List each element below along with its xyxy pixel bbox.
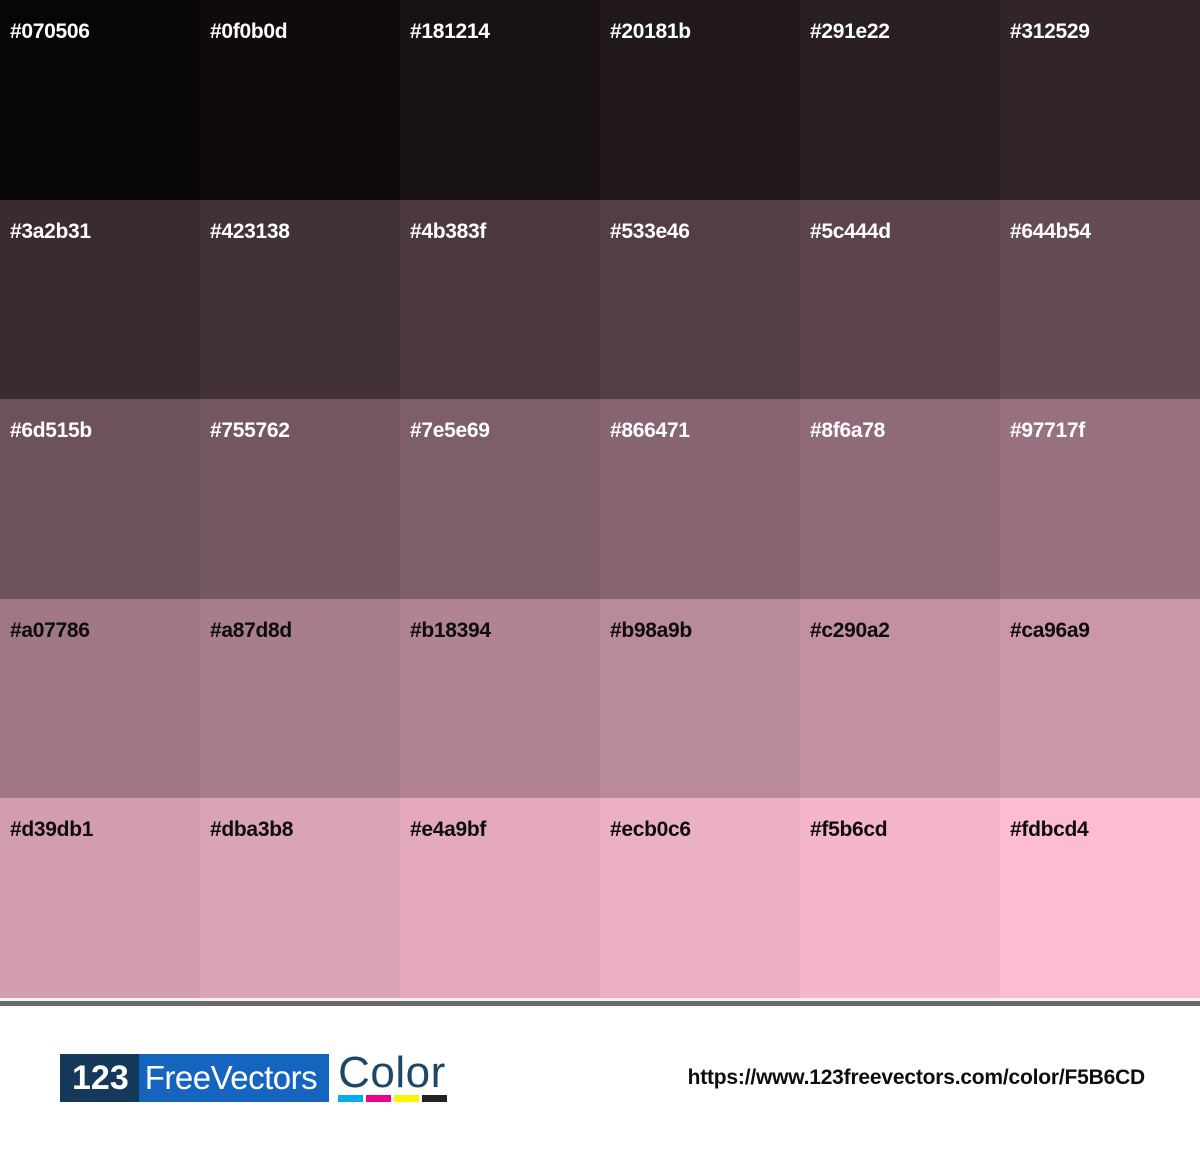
swatch-hex-label: #291e22 [810,20,890,43]
color-swatch[interactable]: #20181b [600,0,800,200]
divider-light [0,998,1200,1001]
swatch-hex-label: #7e5e69 [410,419,490,443]
color-swatch[interactable]: #a87d8d [200,598,400,799]
magenta-bar [366,1095,392,1102]
page-url-text: https://www.123freevectors.com/color/F5B… [687,1066,1146,1089]
logo-color-wrap: Color [338,1048,448,1102]
color-swatch[interactable]: #dba3b8 [200,798,400,998]
color-swatch[interactable]: #0f0b0d [200,0,400,200]
footer: 123 FreeVectors Color https://www.123fre… [0,1006,1200,1150]
swatch-hex-label: #423138 [210,219,290,243]
swatch-hex-label: #8f6a78 [810,419,885,443]
swatch-hex-label: #ca96a9 [1010,618,1090,642]
swatch-hex-label: #4b383f [410,219,487,243]
logo-123-badge: 123 [60,1054,139,1102]
color-swatch[interactable]: #7e5e69 [400,399,600,599]
color-swatch[interactable]: #ecb0c6 [600,798,800,998]
swatch-hex-label: #dba3b8 [210,818,294,842]
swatch-hex-label: #fdbcd4 [1010,818,1089,842]
black-bar [422,1095,448,1102]
logo-freevectors-badge: FreeVectors [138,1054,330,1102]
color-swatch[interactable]: #423138 [200,199,400,400]
swatch-hex-label: #6d515b [10,419,92,443]
color-swatch[interactable]: #4b383f [400,199,600,400]
color-swatch[interactable]: #97717f [1000,399,1200,599]
color-swatch[interactable]: #f5b6cd [800,798,1000,998]
color-swatch[interactable]: #ca96a9 [1000,598,1200,799]
color-swatch[interactable]: #070506 [0,0,200,200]
cyan-bar [338,1095,364,1102]
color-swatch[interactable]: #6d515b [0,399,200,599]
color-swatch[interactable]: #c290a2 [800,598,1000,799]
swatch-hex-label: #070506 [10,20,90,43]
color-swatch[interactable]: #533e46 [600,199,800,400]
swatch-hex-label: #866471 [610,419,690,443]
divider-dark [0,1001,1200,1006]
color-swatch[interactable]: #3a2b31 [0,199,200,400]
color-swatch[interactable]: #291e22 [800,0,1000,200]
swatch-hex-label: #755762 [210,419,290,443]
swatch-hex-label: #181214 [410,20,490,43]
freevectors-color-logo[interactable]: 123 FreeVectors Color [60,1048,448,1102]
swatch-hex-label: #c290a2 [810,618,890,642]
swatch-hex-label: #a07786 [10,618,90,642]
color-swatch[interactable]: #a07786 [0,598,200,799]
cmyk-bars [338,1095,448,1102]
swatch-hex-label: #312529 [1010,20,1090,43]
swatch-hex-label: #e4a9bf [410,818,487,842]
swatch-hex-label: #a87d8d [210,618,292,642]
swatch-hex-label: #f5b6cd [810,818,888,842]
swatch-hex-label: #644b54 [1010,219,1091,243]
color-swatch[interactable]: #b98a9b [600,598,800,799]
swatch-hex-label: #533e46 [610,219,690,243]
swatch-hex-label: #3a2b31 [10,219,91,243]
swatch-hex-label: #b18394 [410,618,491,642]
color-swatch[interactable]: #181214 [400,0,600,200]
yellow-bar [394,1095,420,1102]
color-swatch[interactable]: #755762 [200,399,400,599]
color-swatch[interactable]: #d39db1 [0,798,200,998]
color-swatch[interactable]: #5c444d [800,199,1000,400]
swatch-hex-label: #0f0b0d [210,20,288,43]
color-swatch[interactable]: #8f6a78 [800,399,1000,599]
color-swatch[interactable]: #644b54 [1000,199,1200,400]
color-swatch[interactable]: #b18394 [400,598,600,799]
color-swatch[interactable]: #fdbcd4 [1000,798,1200,998]
color-swatch-grid: #070506 #0f0b0d #181214 #20181b #291e22 #3125… [0,0,1200,998]
swatch-hex-label: #d39db1 [10,818,94,842]
swatch-hex-label: #5c444d [810,219,891,243]
swatch-hex-label: #b98a9b [610,618,692,642]
color-swatch[interactable]: #312529 [1000,0,1200,200]
swatch-hex-label: #20181b [610,20,691,43]
swatch-hex-label: #97717f [1010,419,1085,443]
swatch-hex-label: #ecb0c6 [610,818,691,842]
color-swatch[interactable]: #e4a9bf [400,798,600,998]
logo-color-text: Color [338,1048,446,1097]
color-swatch[interactable]: #866471 [600,399,800,599]
